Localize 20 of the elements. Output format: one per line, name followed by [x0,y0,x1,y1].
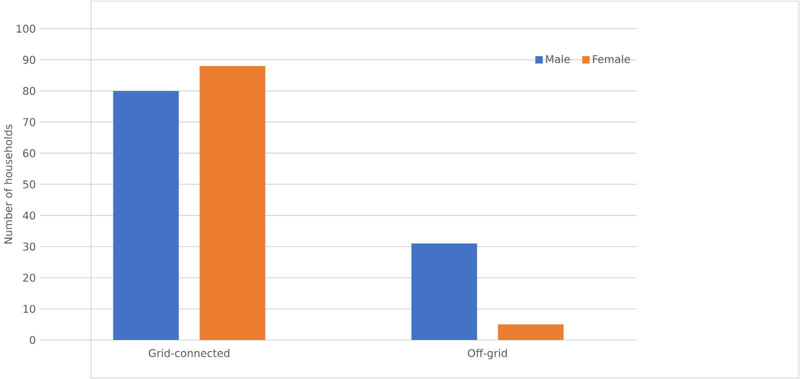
y-tick-label: 70 [23,118,36,126]
y-tick-label: 50 [23,180,36,188]
legend-label: Female [593,54,630,64]
x-tick-label: Off-grid [468,348,507,360]
y-tick-label: 80 [23,86,36,95]
y-tick-label: 60 [23,149,36,158]
y-tick-label: 40 [22,211,36,220]
y-tick-label: 90 [23,56,36,64]
y-tick-label: 20 [23,274,36,282]
y-tick-label: 100 [16,24,36,33]
y-tick-label: 10 [24,304,36,313]
legend-label: Male [546,54,570,64]
bar [200,66,266,340]
y-tick-label: 0 [30,336,36,344]
bar [498,324,564,340]
bar [113,90,179,340]
bar [411,243,478,340]
y-tick-label: 30 [23,242,36,251]
x-tick-label: Grid-connected [148,348,230,358]
y-axis-title: Number of households [4,124,12,244]
